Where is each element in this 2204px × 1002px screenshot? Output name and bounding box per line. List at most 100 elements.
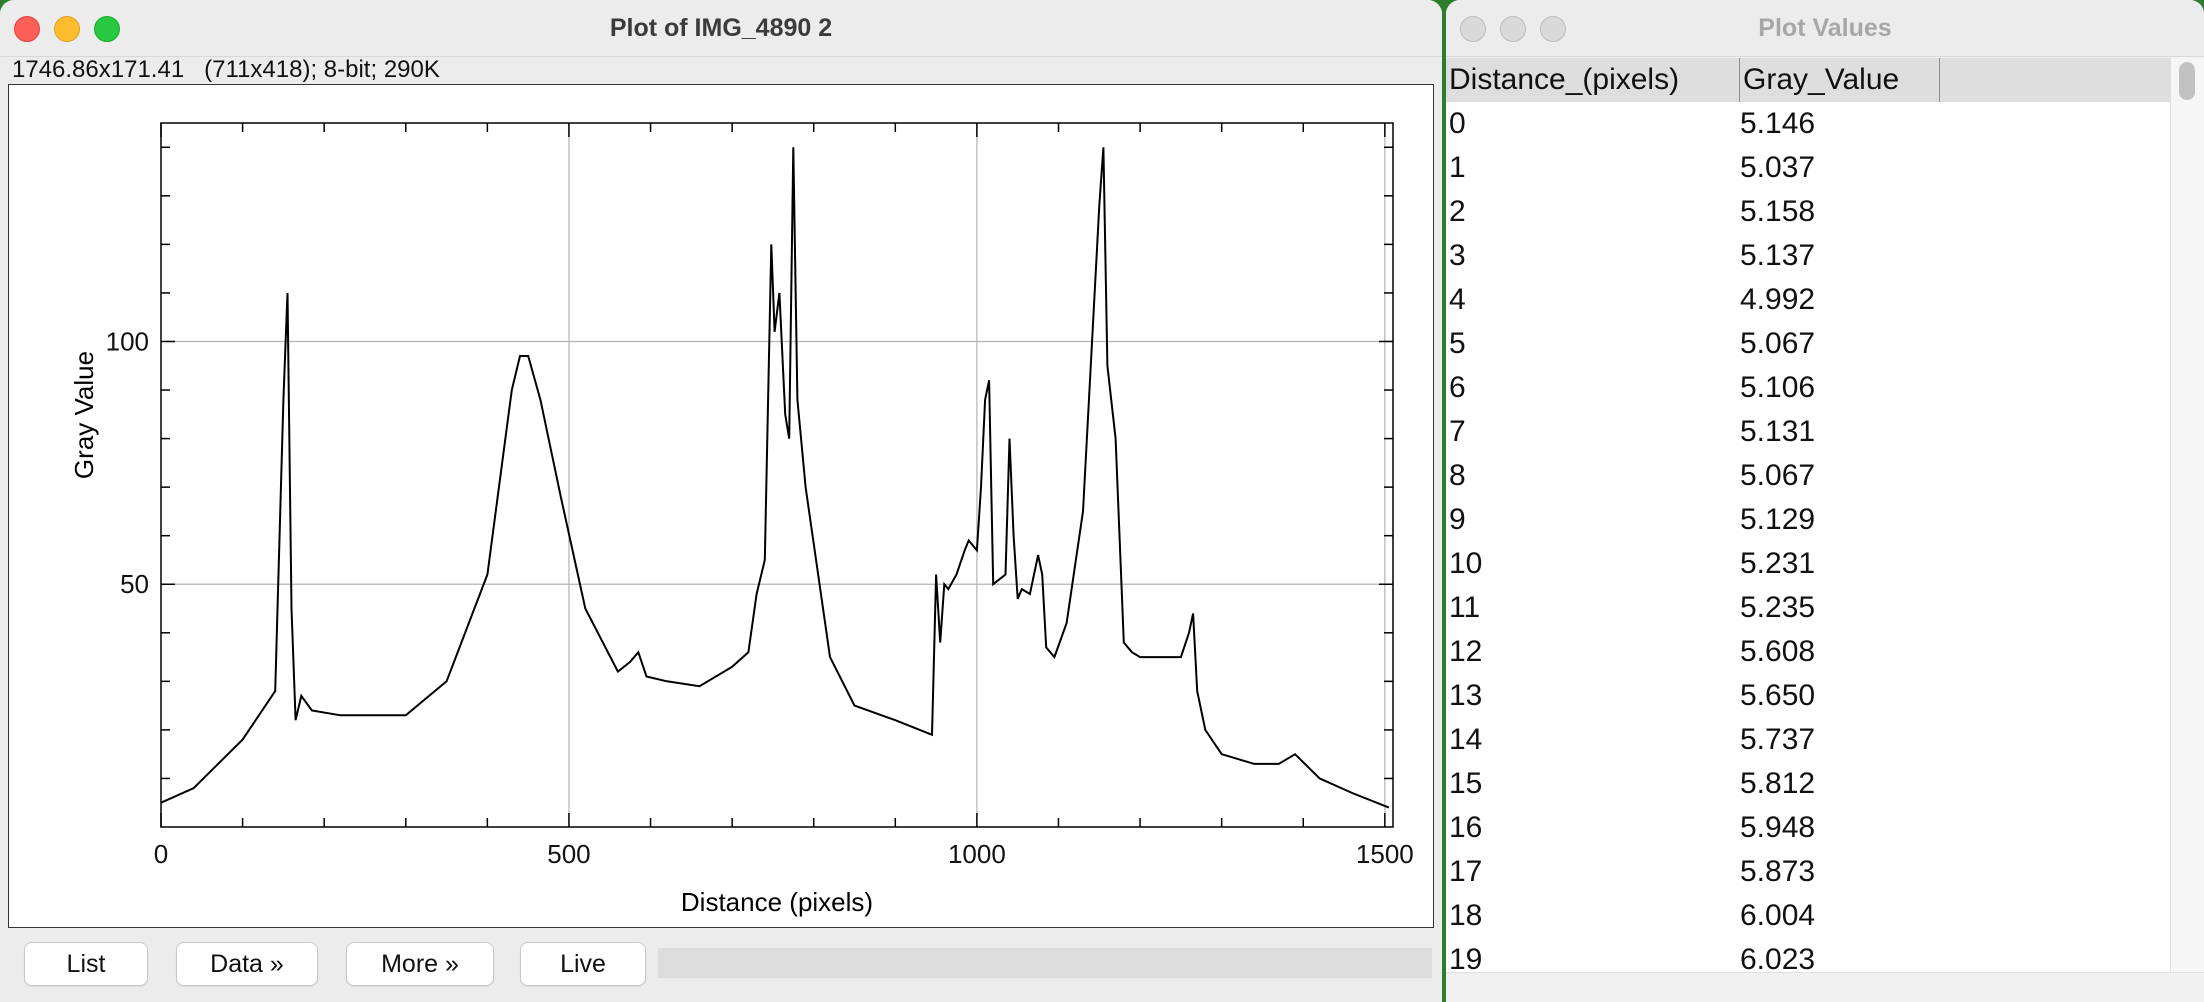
table-row[interactable]: 7 5.131 [1446, 410, 2170, 454]
gray-value-cell: 4.992 [1740, 283, 1816, 316]
gray-value-cell: 5.608 [1740, 635, 1816, 668]
distance-cell: 6 [1449, 371, 1466, 404]
gray-value-cell: 5.812 [1740, 767, 1816, 800]
zoom-button[interactable] [1540, 16, 1566, 42]
gray-value-cell: 5.231 [1740, 547, 1816, 580]
distance-cell: 10 [1449, 547, 1483, 580]
scrollbar-thumb[interactable] [2179, 62, 2195, 100]
distance-cell: 1 [1449, 151, 1466, 184]
distance-cell: 19 [1449, 943, 1483, 972]
gray-value-cell: 6.023 [1740, 943, 1816, 972]
image-info: 1746.86x171.41 (711x418); 8-bit; 290K [12, 56, 440, 83]
gray-value-cell: 5.235 [1740, 591, 1816, 624]
distance-cell: 2 [1449, 195, 1466, 228]
gray-value-cell: 5.146 [1740, 107, 1816, 140]
grid [161, 123, 1393, 827]
plot-window-titlebar[interactable]: Plot of IMG_4890 2 [0, 0, 1442, 57]
plot-button-bar: List Data » More » Live [0, 926, 1442, 1002]
x-tick-label: 500 [547, 839, 590, 869]
distance-cell: 3 [1449, 239, 1466, 272]
gray-value-cell: 5.129 [1740, 503, 1816, 536]
distance-cell: 18 [1449, 899, 1483, 932]
table-row[interactable]: 5 5.067 [1446, 322, 2170, 366]
table-row[interactable]: 10 5.231 [1446, 542, 2170, 586]
table-row[interactable]: 4 4.992 [1446, 278, 2170, 322]
data-menu-button[interactable]: Data » [176, 942, 318, 986]
close-button[interactable] [14, 16, 40, 42]
zoom-button[interactable] [94, 16, 120, 42]
distance-cell: 4 [1449, 283, 1466, 316]
minimize-button[interactable] [54, 16, 80, 42]
table-row[interactable]: 16 5.948 [1446, 806, 2170, 850]
gray-value-cell: 5.137 [1740, 239, 1816, 272]
gray-value-cell: 5.650 [1740, 679, 1816, 712]
distance-cell: 8 [1449, 459, 1466, 492]
distance-cell: 15 [1449, 767, 1483, 800]
minimize-button[interactable] [1500, 16, 1526, 42]
table-row[interactable]: 6 5.106 [1446, 366, 2170, 410]
distance-cell: 16 [1449, 811, 1483, 844]
gray-value-cell: 5.158 [1740, 195, 1816, 228]
list-button[interactable]: List [24, 942, 148, 986]
gray-value-cell: 5.037 [1740, 151, 1816, 184]
plot-window-title: Plot of IMG_4890 2 [609, 14, 833, 42]
gray-value-cell: 6.004 [1740, 899, 1816, 932]
distance-cell: 14 [1449, 723, 1483, 756]
table-row[interactable]: 8 5.067 [1446, 454, 2170, 498]
values-window-title: Plot Values [1758, 14, 1892, 42]
live-button[interactable]: Live [520, 942, 646, 986]
distance-cell: 12 [1449, 635, 1483, 668]
vertical-scrollbar[interactable] [2170, 58, 2204, 972]
gray-value-cell: 5.067 [1740, 459, 1816, 492]
distance-cell: 7 [1449, 415, 1466, 448]
gray-value-cell: 5.106 [1740, 371, 1816, 404]
table-row[interactable]: 19 6.023 [1446, 938, 2170, 972]
column-header-gray-value[interactable]: Gray_Value [1740, 58, 1940, 102]
values-window-titlebar[interactable]: Plot Values [1446, 0, 2204, 57]
distance-cell: 17 [1449, 855, 1483, 888]
plot-values-window: Plot Values Distance_(pixels) Gray_Value… [1446, 0, 2204, 1002]
table-row[interactable]: 18 6.004 [1446, 894, 2170, 938]
plot-frame [160, 122, 1394, 828]
plot-panel: 0 500 1000 1500 50 100 Distance (pixels) Gray… [8, 84, 1434, 928]
close-button[interactable] [1460, 16, 1486, 42]
y-tick-label: 100 [106, 326, 149, 356]
table-row[interactable]: 9 5.129 [1446, 498, 2170, 542]
gray-value-cell: 5.737 [1740, 723, 1816, 756]
axis-ticks: 0 500 1000 1500 50 100 [106, 123, 1414, 869]
profile-plot: 0 500 1000 1500 50 100 Distance (pixels) Gray… [69, 122, 1414, 917]
y-axis-label: Gray Value [69, 351, 99, 479]
values-table[interactable]: 0 5.146 1 5.037 2 5.158 3 5.137 4 4.992 5 5.067 6 5.1… [1446, 102, 2170, 972]
distance-cell: 13 [1449, 679, 1483, 712]
table-header: Distance_(pixels) Gray_Value [1446, 58, 2170, 103]
distance-cell: 11 [1449, 591, 1481, 624]
table-row[interactable]: 2 5.158 [1446, 190, 2170, 234]
plot-window: Plot of IMG_4890 2 1746.86x171.41 (711x4… [0, 0, 1442, 1002]
distance-cell: 0 [1449, 107, 1466, 140]
gray-value-cell: 5.131 [1740, 415, 1816, 448]
horizontal-scrollbar[interactable] [1446, 972, 2204, 1002]
table-row[interactable]: 1 5.037 [1446, 146, 2170, 190]
status-progress-bar [658, 948, 1432, 978]
profile-line [160, 147, 1390, 809]
table-row[interactable]: 11 5.235 [1446, 586, 2170, 630]
table-row[interactable]: 15 5.812 [1446, 762, 2170, 806]
table-row[interactable]: 0 5.146 [1446, 102, 2170, 146]
x-tick-label: 1000 [948, 839, 1006, 869]
table-row[interactable]: 3 5.137 [1446, 234, 2170, 278]
gray-value-cell: 5.873 [1740, 855, 1816, 888]
y-tick-label: 50 [120, 569, 149, 599]
x-axis-label: Distance (pixels) [681, 887, 873, 917]
table-row[interactable]: 13 5.650 [1446, 674, 2170, 718]
gray-value-cell: 5.948 [1740, 811, 1816, 844]
table-row[interactable]: 17 5.873 [1446, 850, 2170, 894]
table-row[interactable]: 12 5.608 [1446, 630, 2170, 674]
gray-value-cell: 5.067 [1740, 327, 1816, 360]
x-tick-label: 1500 [1356, 839, 1414, 869]
x-tick-label: 0 [154, 839, 168, 869]
more-menu-button[interactable]: More » [346, 942, 494, 986]
distance-cell: 9 [1449, 503, 1466, 536]
table-row[interactable]: 14 5.737 [1446, 718, 2170, 762]
column-header-distance[interactable]: Distance_(pixels) [1446, 58, 1740, 102]
distance-cell: 5 [1449, 327, 1466, 360]
